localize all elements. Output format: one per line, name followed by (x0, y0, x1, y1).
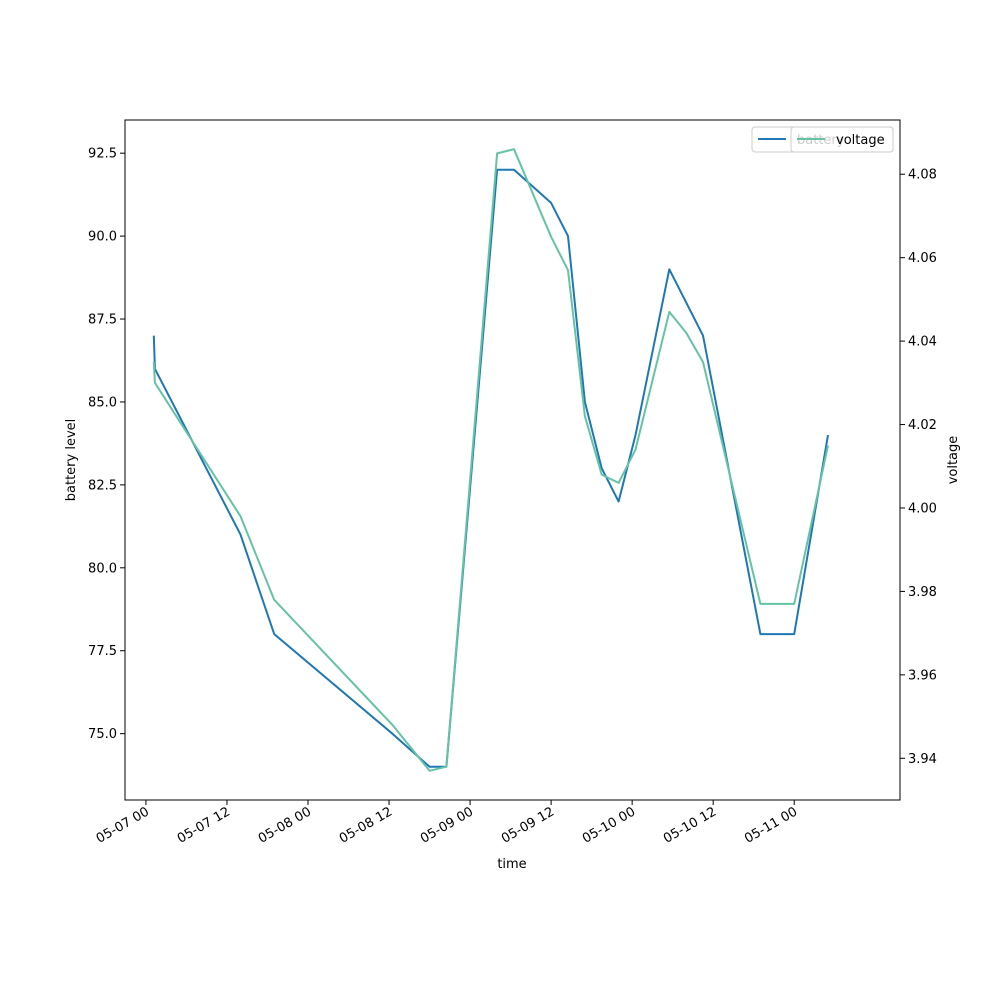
plot-frame (124, 119, 901, 801)
y-left-tick-label: 82.5 (88, 478, 117, 493)
y-right-tick-label: 3.94 (908, 752, 937, 767)
series-line-battery (152, 168, 829, 768)
x-axis-label: time (497, 857, 526, 872)
y-right-tick-label: 3.96 (908, 668, 937, 683)
legend-voltage: voltage (790, 126, 894, 153)
y-left-tick-label: 90.0 (88, 230, 117, 245)
y-axis-left: 75.0 77.5 80.0 82.5 85.0 87.5 90.0 92.5 (88, 147, 125, 742)
y-right-tick-label: 4.06 (908, 251, 937, 266)
plot-series (152, 148, 829, 772)
y-left-tick-label: 77.5 (88, 644, 117, 659)
y-right-tick-label: 4.08 (908, 168, 937, 183)
y-right-tick-label: 4.00 (908, 501, 937, 516)
y-axis-right: 3.94 3.96 3.98 4.00 4.02 4.04 4.06 4.08 (900, 168, 937, 767)
y-left-tick-label: 85.0 (88, 395, 117, 410)
y-right-tick-label: 3.98 (908, 585, 937, 600)
y-axis-right-label: voltage (946, 436, 961, 485)
y-left-tick-label: 75.0 (88, 727, 117, 742)
y-right-tick-label: 4.04 (908, 335, 937, 350)
y-right-tick-label: 4.02 (908, 418, 937, 433)
series-line-voltage (152, 148, 829, 772)
legend-voltage-label: voltage (836, 133, 885, 148)
y-axis-left-label: battery level (64, 419, 79, 502)
y-left-tick-label: 87.5 (88, 313, 117, 328)
legend-voltage-box (790, 126, 894, 153)
y-left-tick-label: 80.0 (88, 561, 117, 576)
y-left-tick-label: 92.5 (88, 147, 117, 162)
